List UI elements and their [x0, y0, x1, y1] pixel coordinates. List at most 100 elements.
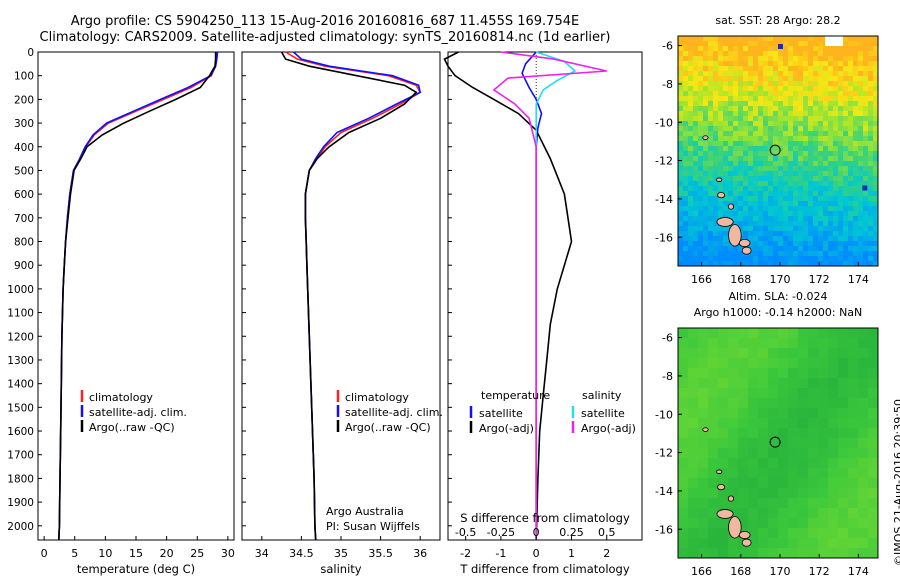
temperature-xtick-label: 20: [160, 547, 174, 560]
map-xtick-label: 170: [769, 273, 790, 286]
map-ytick-label: -14: [655, 193, 673, 206]
diff-legend-label: Argo(-adj): [581, 422, 636, 435]
salinity-diff-tick-label: 0.5: [598, 526, 616, 539]
map-ytick-label: -10: [655, 116, 673, 129]
map-sst-field: [678, 36, 878, 266]
difference-xtick-label: -1: [495, 547, 506, 560]
map-xtick-label: 172: [809, 273, 830, 286]
sst-missing-patch: [825, 36, 844, 46]
temperature-xtick-label: 30: [221, 547, 235, 560]
map-xtick-label: 174: [848, 273, 869, 286]
salinity-diff-tick-label: -0.5: [455, 526, 476, 539]
argo-position-marker: [769, 144, 781, 156]
island-shape: [716, 509, 734, 519]
map-sst-frame: [677, 35, 879, 267]
island-shape: [716, 217, 734, 227]
figure-title-line2: Climatology: CARS2009. Satellite-adjuste…: [39, 30, 611, 45]
salinity-diff-axis-label: S difference from climatology: [460, 511, 630, 525]
map-xtick-label: 174: [848, 565, 869, 578]
map-ytick-label: -14: [655, 485, 673, 498]
map-xtick-label: 170: [769, 565, 790, 578]
island-shape: [741, 246, 752, 255]
temperature-xtick-label: 0: [41, 547, 48, 560]
island-shape: [728, 224, 742, 247]
island-shape: [727, 203, 735, 210]
map-ytick-label: -6: [662, 40, 673, 53]
salinity-xtick-label: 36: [413, 547, 427, 560]
island-shape: [728, 516, 742, 539]
island-shape: [702, 135, 709, 140]
difference-xtick-label: 0: [533, 547, 540, 560]
difference-axes-frame: [447, 51, 643, 541]
island-shape: [717, 483, 726, 491]
depth-tick-label: 900: [14, 260, 34, 272]
depth-tick-label: 1400: [7, 379, 34, 391]
diff-legend-title-temperature: temperature: [481, 389, 550, 402]
salinity-legend-label: satellite-adj. clim.: [345, 406, 443, 419]
difference-series-argo-adj--temperature: [443, 51, 573, 541]
temperature-xlabel: temperature (deg C): [77, 562, 195, 576]
island-shape: [717, 191, 726, 199]
difference-xlabel: T difference from climatology: [459, 562, 630, 576]
difference-xtick-label: 2: [603, 547, 610, 560]
depth-tick-label: 300: [14, 118, 34, 130]
salinity-annotation: Argo Australia: [326, 505, 404, 518]
map-sla-field: [678, 328, 878, 558]
map-ytick-label: -10: [655, 408, 673, 421]
map-xtick-label: 172: [809, 565, 830, 578]
temperature-xtick-label: 15: [129, 547, 143, 560]
depth-tick-label: 400: [14, 142, 34, 154]
depth-tick-label: 1900: [7, 497, 34, 509]
map-ytick-label: -16: [655, 231, 673, 244]
depth-tick-label: 1000: [7, 284, 34, 296]
salinity-xlabel: salinity: [320, 562, 361, 576]
depth-tick-label: 1300: [7, 355, 34, 367]
salinity-annotation: PI: Susan Wijffels: [326, 520, 420, 533]
diff-legend-label: satellite: [581, 407, 625, 420]
salinity-legend-label: Argo(..raw -QC): [345, 421, 431, 434]
map-xtick-label: 168: [730, 273, 751, 286]
depth-tick-label: 1700: [7, 450, 34, 462]
map-ytick-label: -12: [655, 155, 673, 168]
argo-position-marker: [769, 436, 781, 448]
map-xtick-label: 166: [691, 565, 712, 578]
island-shape: [716, 469, 723, 474]
island-shape: [702, 427, 709, 432]
island-shape: [716, 177, 723, 182]
island-shape: [741, 538, 752, 547]
map-ytick-label: -12: [655, 447, 673, 460]
salinity-xtick-label: 34: [255, 547, 269, 560]
salinity-diff-tick-label: 0.25: [559, 526, 584, 539]
map-ytick-label: -8: [662, 370, 673, 383]
depth-tick-label: 100: [14, 71, 34, 83]
diff-legend-label: Argo(-adj): [479, 422, 534, 435]
depth-tick-label: 800: [14, 237, 34, 249]
map-xtick-label: 166: [691, 273, 712, 286]
map-sla-title: Altim. SLA: -0.024: [728, 290, 827, 303]
depth-tick-label: 1800: [7, 473, 34, 485]
depth-tick-label: 1600: [7, 426, 34, 438]
diff-legend-title-salinity: salinity: [582, 389, 622, 402]
diff-legend-label: satellite: [479, 407, 523, 420]
timestamp-label: ©IMOS 21-Aug-2016 20:39:50: [892, 399, 900, 566]
salinity-xtick-label: 35: [334, 547, 348, 560]
map-sla-subtitle: Argo h1000: -0.14 h2000: NaN: [694, 306, 863, 319]
temperature-legend-label: satellite-adj. clim.: [89, 406, 187, 419]
map-ytick-label: -8: [662, 78, 673, 91]
temperature-xtick-label: 5: [71, 547, 78, 560]
map-ytick-label: -6: [662, 332, 673, 345]
temperature-xtick-label: 10: [98, 547, 112, 560]
map-sst-title: sat. SST: 28 Argo: 28.2: [715, 14, 840, 27]
salinity-xtick-label: 35.5: [368, 547, 393, 560]
salinity-legend-label: climatology: [345, 391, 409, 404]
salinity-diff-tick-label: -0.25: [487, 526, 515, 539]
depth-tick-label: 2000: [7, 521, 34, 533]
temperature-legend-label: Argo(..raw -QC): [89, 421, 175, 434]
difference-xtick-label: -2: [460, 547, 471, 560]
salinity-series-argo-raw-qc-: [280, 51, 418, 541]
difference-xtick-label: 1: [568, 547, 575, 560]
map-sla-frame: [677, 327, 879, 559]
difference-series-argo-adj--salinity: [492, 51, 607, 540]
depth-tick-label: 1500: [7, 402, 34, 414]
